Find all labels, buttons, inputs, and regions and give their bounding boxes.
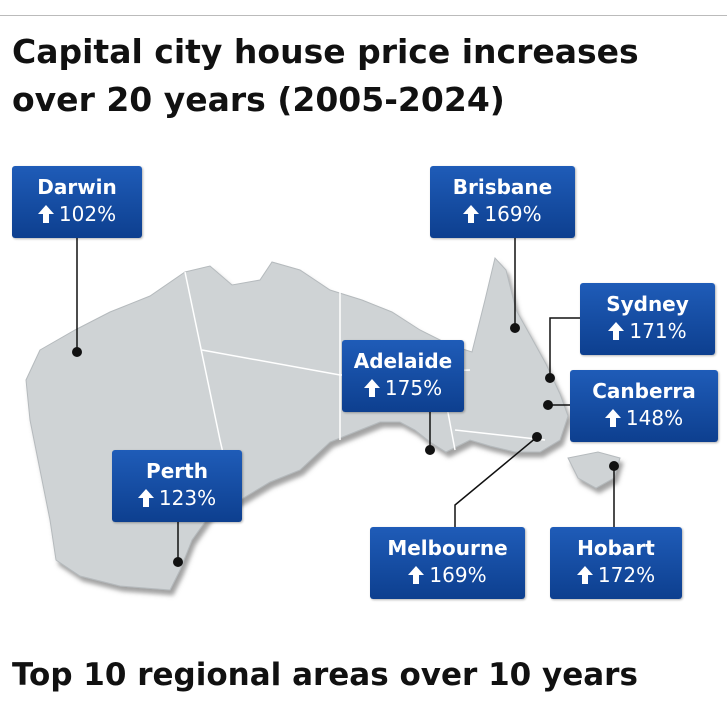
price-change-row: 172% bbox=[550, 561, 682, 589]
city-label: Darwin 102% bbox=[12, 166, 142, 238]
city-name: Melbourne bbox=[387, 536, 508, 560]
price-change: 169% bbox=[484, 202, 542, 226]
leader-lines bbox=[76, 238, 615, 562]
city-label: Adelaide 175% bbox=[342, 340, 464, 412]
price-change-row: 169% bbox=[370, 561, 525, 589]
section-heading: Top 10 regional areas over 10 years bbox=[12, 657, 638, 693]
price-change: 102% bbox=[58, 202, 117, 226]
city-name: Canberra bbox=[592, 379, 696, 403]
city-name: Brisbane bbox=[452, 175, 553, 199]
price-change-row: 171% bbox=[580, 317, 715, 345]
title: Capital city house price increases over … bbox=[12, 32, 639, 119]
city-label: Canberra 148% bbox=[570, 370, 718, 442]
city-name: Sydney bbox=[606, 292, 689, 316]
city-name: Adelaide bbox=[353, 349, 453, 373]
up-arrow bbox=[137, 489, 154, 507]
city-label: Sydney 171% bbox=[580, 283, 715, 355]
up-arrow bbox=[463, 205, 480, 223]
price-change: 148% bbox=[625, 406, 684, 430]
city-label: Hobart 172% bbox=[550, 527, 682, 599]
price-change-row: 175% bbox=[342, 374, 464, 402]
city-name: Perth bbox=[146, 459, 208, 483]
up-arrow bbox=[576, 566, 593, 584]
price-change: 169% bbox=[429, 563, 487, 587]
up-arrow bbox=[604, 409, 621, 427]
up-arrow bbox=[363, 379, 380, 397]
price-change-row: 169% bbox=[430, 200, 575, 228]
price-change-row: 148% bbox=[570, 404, 718, 432]
city-label: Melbourne 169% bbox=[370, 527, 525, 599]
up-arrow bbox=[408, 566, 425, 584]
up-arrow bbox=[608, 322, 625, 340]
up-arrow bbox=[37, 205, 54, 223]
city-label: Perth 123% bbox=[112, 450, 242, 522]
price-change-row: 123% bbox=[112, 484, 242, 512]
price-change: 171% bbox=[629, 319, 687, 343]
city-name: Hobart bbox=[577, 536, 655, 560]
price-change: 172% bbox=[597, 563, 656, 587]
australia bbox=[25, 256, 621, 591]
price-change: 123% bbox=[158, 486, 217, 510]
price-change-row: 102% bbox=[12, 200, 142, 228]
top-rule bbox=[0, 15, 727, 16]
city-dots bbox=[72, 323, 619, 567]
city-label: Brisbane 169% bbox=[430, 166, 575, 238]
price-change: 175% bbox=[384, 376, 443, 400]
city-name: Darwin bbox=[37, 175, 117, 199]
